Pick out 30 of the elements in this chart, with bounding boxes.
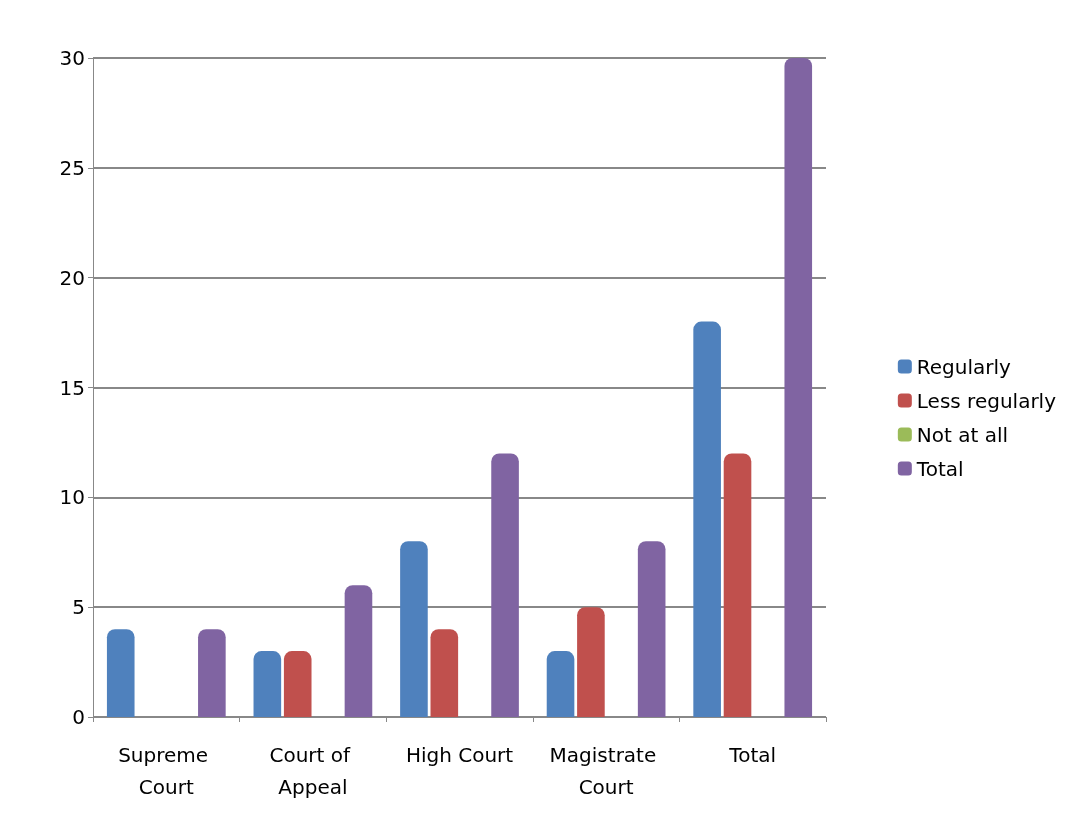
x-tick-label: Court of Appeal [269,743,357,799]
bar [637,541,666,717]
legend-label: Less regularly [916,388,1057,413]
y-tick-label: 20 [59,265,85,290]
bar [283,651,312,717]
y-tick-label: 25 [59,155,85,180]
x-tick-label: Magistrate Court [549,743,663,799]
y-tick-label: 0 [72,705,85,729]
bar [344,585,373,717]
bar [491,453,519,717]
bar [577,607,605,717]
bar [784,58,813,717]
legend-label: Regularly [916,354,1012,379]
bar [693,321,721,717]
bar [723,453,752,717]
bar [253,651,282,717]
legend-label: Not at all [916,422,1009,447]
y-tick-label: 30 [59,46,85,70]
y-tick-label: 10 [59,485,85,510]
y-tick-label: 15 [59,375,85,400]
bar [430,629,459,717]
legend-label: Total [915,456,964,481]
bar [546,651,575,717]
bar [198,629,226,717]
bar [106,629,135,717]
x-tick-label: Supreme Court [118,743,215,799]
bar [400,541,428,717]
y-tick-label: 5 [72,595,85,620]
x-tick-label: Total [728,743,777,767]
x-tick-label: High Court [405,743,514,767]
